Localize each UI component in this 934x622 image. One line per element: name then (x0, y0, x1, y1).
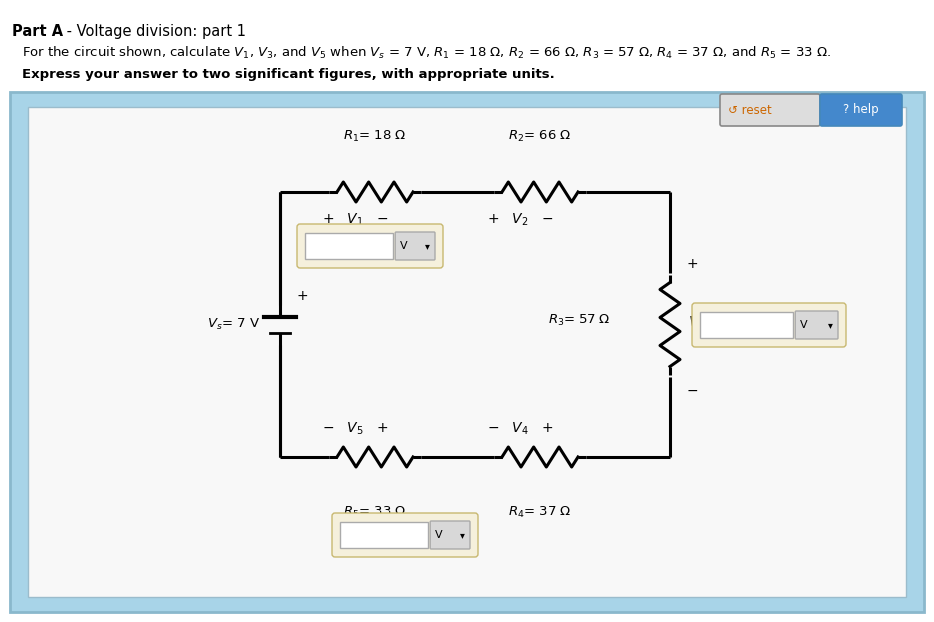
Text: ▾: ▾ (460, 530, 465, 540)
Text: ▾: ▾ (828, 320, 833, 330)
FancyBboxPatch shape (820, 94, 902, 126)
Text: +: + (296, 289, 308, 304)
Text: V: V (400, 241, 408, 251)
Text: +: + (686, 258, 698, 271)
Text: $R_3$= 57 $\Omega$: $R_3$= 57 $\Omega$ (547, 313, 610, 328)
FancyBboxPatch shape (431, 521, 470, 549)
Text: +   $V_2$   $-$: + $V_2$ $-$ (487, 212, 553, 228)
Text: V: V (435, 530, 443, 540)
Text: ↺ reset: ↺ reset (728, 103, 771, 116)
Text: $-$   $V_4$   +: $-$ $V_4$ + (487, 421, 553, 437)
Text: ? help: ? help (843, 103, 879, 116)
FancyBboxPatch shape (10, 92, 924, 612)
Text: $V_s$= 7 V: $V_s$= 7 V (206, 317, 260, 332)
Text: ▾: ▾ (425, 241, 430, 251)
Text: V: V (800, 320, 808, 330)
Text: $V_3$: $V_3$ (688, 315, 708, 335)
FancyBboxPatch shape (395, 232, 435, 260)
Text: $R_5$= 33 $\Omega$: $R_5$= 33 $\Omega$ (344, 505, 406, 520)
Bar (340, 522, 428, 548)
FancyBboxPatch shape (795, 311, 838, 339)
Text: $R_4$= 37 $\Omega$: $R_4$= 37 $\Omega$ (508, 505, 572, 520)
FancyBboxPatch shape (720, 94, 820, 126)
Text: $R_1$= 18 $\Omega$: $R_1$= 18 $\Omega$ (344, 129, 406, 144)
Text: Express your answer to two significant figures, with appropriate units.: Express your answer to two significant f… (22, 68, 555, 81)
Bar (700, 312, 793, 338)
Text: - Voltage division: part 1: - Voltage division: part 1 (62, 24, 246, 39)
FancyBboxPatch shape (28, 107, 906, 597)
Bar (305, 233, 393, 259)
Text: $-$: $-$ (686, 383, 698, 396)
FancyBboxPatch shape (297, 224, 443, 268)
FancyBboxPatch shape (332, 513, 478, 557)
Text: Part A: Part A (12, 24, 64, 39)
Text: +   $V_1$   $-$: + $V_1$ $-$ (322, 212, 389, 228)
Text: $R_2$= 66 $\Omega$: $R_2$= 66 $\Omega$ (508, 129, 572, 144)
FancyBboxPatch shape (692, 303, 846, 347)
Text: $-$   $V_5$   +: $-$ $V_5$ + (322, 421, 389, 437)
Text: For the circuit shown, calculate $V_1$, $V_3$, and $V_5$ when $V_s$ = 7 V, $R_1$: For the circuit shown, calculate $V_1$, … (22, 45, 831, 61)
